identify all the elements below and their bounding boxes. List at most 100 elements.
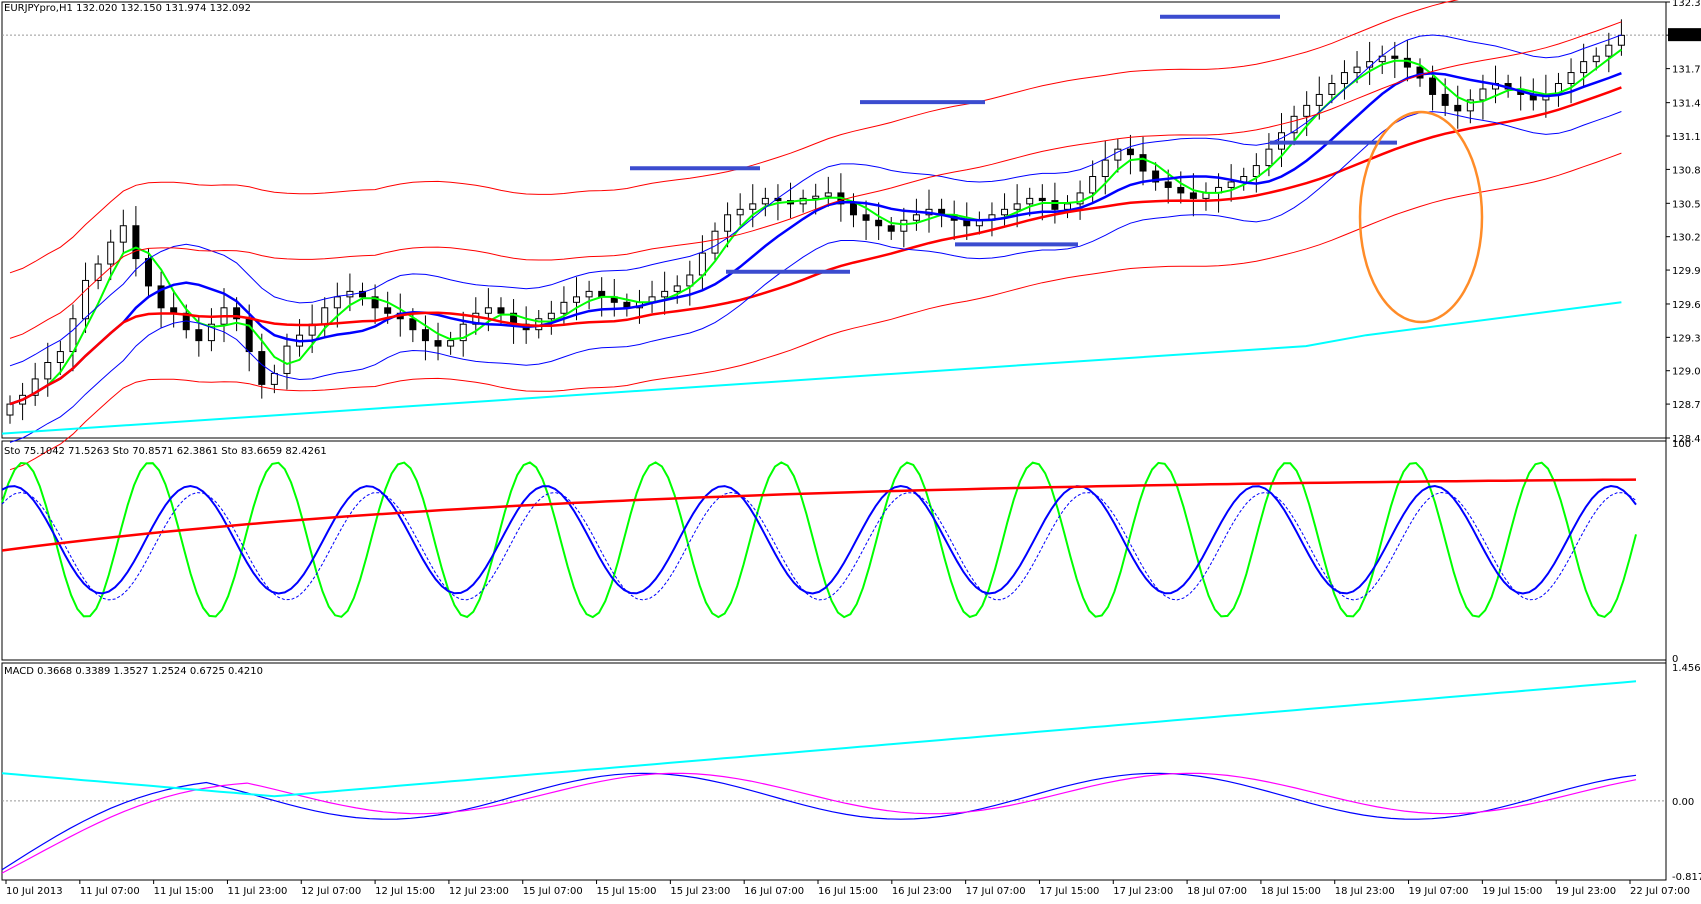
candle-body bbox=[321, 307, 329, 325]
candle-body bbox=[1315, 93, 1323, 106]
pane-frame-2 bbox=[1, 440, 1667, 661]
candle-body bbox=[812, 195, 820, 199]
candle-body bbox=[547, 312, 555, 320]
candle-body bbox=[1164, 181, 1172, 188]
x-axis-label: 15 Jul 15:00 bbox=[597, 886, 657, 897]
candle-body bbox=[698, 252, 706, 276]
envelope-band-red-1 bbox=[9, 152, 1622, 471]
macd-cyan-line bbox=[1, 680, 1637, 798]
x-axis-label: 17 Jul 15:00 bbox=[1039, 886, 1099, 897]
candle-body bbox=[1454, 104, 1462, 112]
candle-body bbox=[1076, 192, 1084, 205]
candle-body bbox=[573, 296, 581, 303]
macd-tick-label: 0.00 bbox=[1672, 797, 1694, 808]
candle-body bbox=[900, 219, 908, 232]
candle-body bbox=[1227, 181, 1235, 188]
x-axis-label: 18 Jul 23:00 bbox=[1335, 886, 1395, 897]
candle-body bbox=[661, 290, 669, 298]
x-axis-label: 12 Jul 23:00 bbox=[449, 886, 509, 897]
candle-body bbox=[1177, 186, 1185, 194]
candle-body bbox=[1441, 93, 1449, 106]
candle-body bbox=[358, 290, 366, 298]
candle-body bbox=[44, 362, 52, 380]
x-axis-label: 17 Jul 07:00 bbox=[966, 886, 1026, 897]
candle-body bbox=[56, 351, 64, 364]
candle-body bbox=[736, 208, 744, 216]
macd-tick-label: -0.8173 bbox=[1672, 872, 1701, 883]
bollinger-band-blue-1 bbox=[9, 111, 1622, 443]
price-tick-label: 131.786 bbox=[1672, 65, 1701, 76]
x-axis-label: 15 Jul 23:00 bbox=[670, 886, 730, 897]
x-axis-label: 12 Jul 07:00 bbox=[301, 886, 361, 897]
ma-long-line bbox=[1, 301, 1622, 435]
candle-body bbox=[824, 192, 832, 197]
candle-body bbox=[1126, 148, 1134, 156]
candle-body bbox=[434, 340, 442, 347]
x-axis-label: 12 Jul 15:00 bbox=[375, 886, 435, 897]
price-tick-label: 129.635 bbox=[1672, 300, 1701, 311]
stoch-blue-signal bbox=[1, 491, 1637, 601]
pane-frame-1 bbox=[1, 1, 1667, 439]
envelope-band-red-0 bbox=[9, 21, 1622, 339]
candle-body bbox=[270, 372, 278, 385]
macd-blue-line bbox=[1, 772, 1637, 871]
candle-body bbox=[686, 274, 694, 287]
x-axis-label: 11 Jul 23:00 bbox=[227, 886, 287, 897]
candle-body bbox=[560, 301, 568, 314]
candle-body bbox=[1252, 165, 1260, 178]
envelope-band-red-2 bbox=[9, 0, 1459, 274]
macd-label: MACD 0.3668 0.3389 1.3527 1.2524 0.6725 … bbox=[4, 666, 263, 677]
x-axis-label: 22 Jul 07:00 bbox=[1630, 886, 1690, 897]
candle-body bbox=[711, 230, 719, 254]
candle-body bbox=[875, 219, 883, 227]
symbol-name: EURJPYpro,H1 bbox=[4, 3, 73, 14]
current-price-box bbox=[1668, 28, 1701, 42]
x-axis-label: 11 Jul 07:00 bbox=[80, 886, 140, 897]
candle-body bbox=[233, 307, 241, 320]
candle-body bbox=[459, 323, 467, 342]
candle-body bbox=[384, 307, 392, 314]
candle-body bbox=[963, 219, 971, 227]
x-axis-label: 19 Jul 07:00 bbox=[1409, 886, 1469, 897]
candle-body bbox=[94, 263, 102, 281]
candle-body bbox=[1038, 197, 1046, 202]
ma-slow-line bbox=[9, 86, 1622, 406]
price-tick-label: 129.945 bbox=[1672, 266, 1701, 277]
candle-body bbox=[1580, 61, 1588, 74]
candle-body bbox=[6, 403, 14, 416]
bollinger-band-blue-0 bbox=[9, 34, 1622, 367]
price-tick-label: 129.025 bbox=[1672, 367, 1701, 378]
candle-body bbox=[195, 329, 203, 342]
ma-fast-line bbox=[9, 48, 1622, 406]
price-tick-label: 130.865 bbox=[1672, 165, 1701, 176]
candle-body bbox=[673, 285, 681, 292]
candle-body bbox=[1026, 197, 1034, 205]
price-tick-label: 128.720 bbox=[1672, 400, 1701, 411]
x-axis-label: 16 Jul 07:00 bbox=[744, 886, 804, 897]
candle-body bbox=[144, 258, 152, 287]
candle-body bbox=[1605, 44, 1613, 57]
candle-body bbox=[1391, 55, 1399, 59]
macd-magenta-line bbox=[1, 772, 1637, 874]
x-axis-label: 18 Jul 07:00 bbox=[1187, 886, 1247, 897]
stoch-tick-label: 0 bbox=[1672, 654, 1678, 665]
x-axis-label: 10 Jul 2013 bbox=[6, 886, 63, 897]
price-tick-label: 131.170 bbox=[1672, 132, 1701, 143]
candle-body bbox=[157, 285, 165, 309]
candle-body bbox=[862, 214, 870, 221]
candle-body bbox=[107, 241, 115, 265]
candle-body bbox=[1466, 99, 1474, 112]
candle-body bbox=[1592, 55, 1600, 63]
candle-body bbox=[1416, 66, 1424, 79]
macd-tick-label: 1.456 bbox=[1672, 663, 1701, 674]
candle-body bbox=[207, 323, 215, 342]
candle-body bbox=[724, 214, 732, 232]
stoch-green-line bbox=[1, 461, 1637, 619]
price-tick-label: 132.395 bbox=[1672, 0, 1701, 9]
x-axis-label: 19 Jul 23:00 bbox=[1556, 886, 1616, 897]
annotation-ellipse bbox=[1358, 110, 1484, 324]
candle-body bbox=[761, 197, 769, 205]
candle-body bbox=[1152, 170, 1160, 183]
candle-body bbox=[447, 340, 455, 347]
